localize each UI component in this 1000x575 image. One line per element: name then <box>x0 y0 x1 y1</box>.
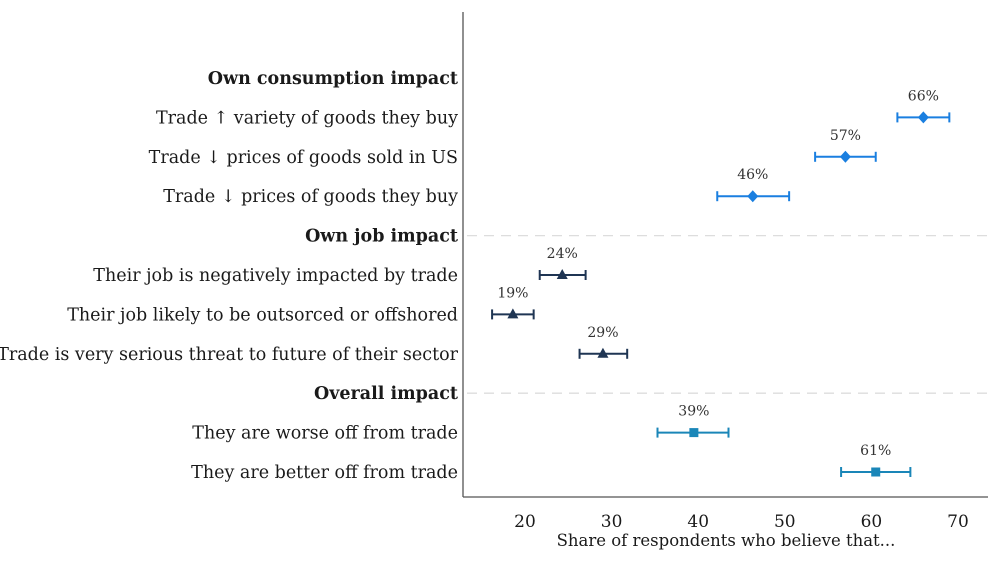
x-axis-title: Share of respondents who believe that... <box>557 531 896 550</box>
data-label: 39% <box>678 404 709 420</box>
data-label: 66% <box>908 88 939 104</box>
y-axis-labels: Own consumption impact Trade ↑ variety of… <box>0 69 459 483</box>
data-label: 24% <box>547 246 578 262</box>
row-label: Trade is very serious threat to future o… <box>0 345 459 365</box>
square-marker <box>689 428 699 438</box>
diamond-marker <box>839 150 851 163</box>
data-point: 46% <box>716 167 791 203</box>
data-label: 57% <box>830 128 861 144</box>
data-label: 19% <box>497 285 528 301</box>
group-header-label: Own consumption impact <box>208 69 458 89</box>
x-tick-label: 20 <box>514 512 536 532</box>
row-label: Trade ↓ prices of goods sold in US <box>149 148 458 168</box>
group-separators <box>467 234 988 394</box>
data-marks: 66% 57% 46% 24% 19% 29% 39% 61% <box>491 88 951 477</box>
row-label: Trade ↑ variety of goods they buy <box>156 108 458 128</box>
data-point: 39% <box>656 404 730 438</box>
data-label: 46% <box>737 167 768 183</box>
data-label: 29% <box>587 325 618 341</box>
x-tick-label: 40 <box>687 512 709 532</box>
diamond-marker <box>747 190 759 203</box>
x-tick-label: 30 <box>601 512 623 532</box>
row-label: Their job is negatively impacted by trad… <box>93 266 458 286</box>
row-label: Trade ↓ prices of goods they buy <box>163 187 458 207</box>
data-label: 61% <box>860 443 891 459</box>
triangle-marker <box>556 269 568 279</box>
data-point: 57% <box>814 128 877 163</box>
x-tick-label: 50 <box>774 512 796 532</box>
data-point: 29% <box>578 325 629 359</box>
data-point: 61% <box>840 443 912 477</box>
x-axis-ticks: 20 30 40 50 60 70 <box>514 512 969 532</box>
group-header-label: Own job impact <box>305 227 458 247</box>
data-point: 24% <box>538 246 587 280</box>
square-marker <box>871 467 881 477</box>
row-label: They are worse off from trade <box>192 424 458 444</box>
row-label: They are better off from trade <box>191 463 458 483</box>
data-point: 19% <box>491 285 535 320</box>
data-point: 66% <box>896 88 951 124</box>
x-tick-label: 70 <box>947 512 969 532</box>
x-tick-label: 60 <box>861 512 883 532</box>
row-label: Their job likely to be outsorced or offs… <box>67 305 458 325</box>
group-header-label: Overall impact <box>314 384 458 404</box>
triangle-marker <box>597 347 609 358</box>
triangle-marker <box>507 308 519 319</box>
diamond-marker <box>917 111 929 124</box>
